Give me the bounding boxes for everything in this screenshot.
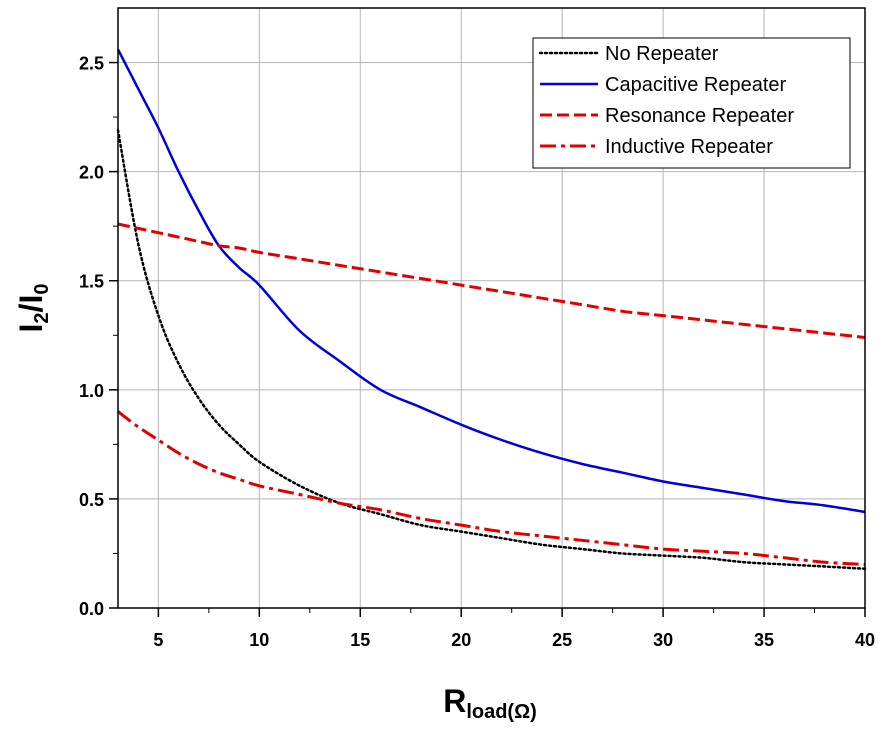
x-tick-label-5: 30 — [653, 630, 673, 650]
y-axis-title-sub2: 0 — [31, 284, 53, 295]
y-tick-label-1: 0.5 — [79, 490, 104, 510]
legend-label-1: Capacitive Repeater — [605, 74, 787, 96]
x-tick-label-1: 10 — [249, 630, 269, 650]
legend-label-0: No Repeater — [605, 43, 719, 65]
x-tick-label-6: 35 — [754, 630, 774, 650]
x-tick-label-0: 5 — [153, 630, 163, 650]
y-tick-label-5: 2.5 — [79, 54, 104, 74]
axis-ticks — [109, 61, 866, 617]
y-tick-label-4: 2.0 — [79, 163, 104, 183]
series-line-2 — [117, 222, 866, 339]
x-tick-label-7: 40 — [855, 630, 875, 650]
x-tick-label-3: 20 — [451, 630, 471, 650]
y-tick-label-2: 1.0 — [79, 381, 104, 401]
series-line-0 — [116, 128, 867, 570]
legend-label-3: Inductive Repeater — [605, 136, 773, 158]
legend: No Repeater Capacitive Repeater Resonance … — [532, 37, 851, 169]
y-axis-title: I2/I0 — [13, 284, 53, 333]
y-tick-label-0: 0.0 — [79, 599, 104, 619]
x-axis-title-main: R — [443, 683, 466, 719]
y-tick-label-3: 1.5 — [79, 272, 104, 292]
legend-label-2: Resonance Repeater — [605, 105, 794, 127]
tick-labels: 5 10 15 20 25 30 35 40 0.0 0.5 1.0 1.5 2.0 2.5 — [79, 54, 875, 650]
plot-frame — [117, 7, 866, 609]
series-lines — [116, 48, 867, 570]
x-tick-label-4: 25 — [552, 630, 572, 650]
y-axis-title-main: I — [13, 324, 49, 333]
series-line-1 — [116, 48, 866, 514]
y-axis-title-mid: /I — [13, 295, 49, 313]
x-tick-label-2: 15 — [350, 630, 370, 650]
series-line-3 — [117, 410, 866, 566]
y-axis-title-sub1: 2 — [31, 312, 53, 323]
x-axis-title: Rload(Ω) — [443, 683, 537, 723]
x-axis-title-sub: load(Ω) — [466, 701, 536, 723]
